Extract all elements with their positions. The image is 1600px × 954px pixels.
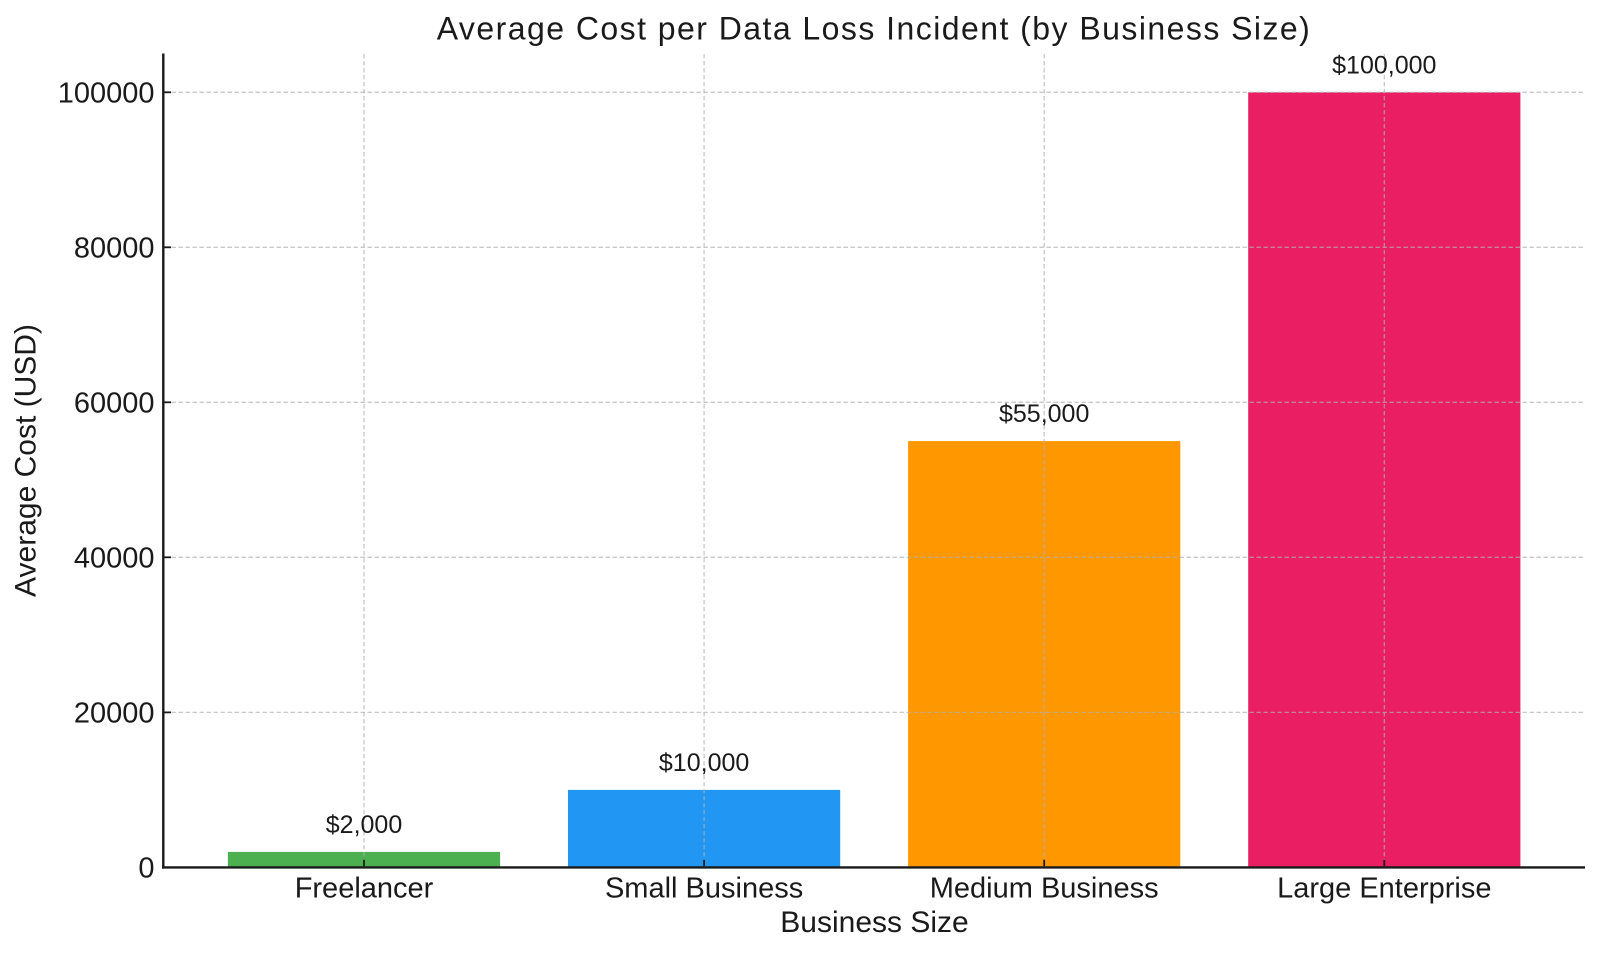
- svg-text:100000: 100000: [58, 78, 155, 110]
- svg-text:80000: 80000: [74, 233, 155, 265]
- svg-text:Small Business: Small Business: [605, 873, 803, 905]
- svg-text:0: 0: [138, 853, 154, 885]
- svg-text:60000: 60000: [74, 388, 155, 420]
- svg-text:$100,000: $100,000: [1332, 51, 1436, 79]
- svg-text:40000: 40000: [74, 543, 155, 575]
- svg-text:Average Cost (USD): Average Cost (USD): [10, 324, 43, 597]
- svg-text:20000: 20000: [74, 698, 155, 730]
- svg-text:Business Size: Business Size: [780, 906, 968, 939]
- svg-text:$2,000: $2,000: [326, 811, 402, 839]
- svg-text:$55,000: $55,000: [999, 400, 1089, 428]
- svg-text:Large Enterprise: Large Enterprise: [1277, 873, 1491, 905]
- svg-text:Freelancer: Freelancer: [295, 873, 434, 905]
- svg-text:$10,000: $10,000: [659, 749, 749, 777]
- svg-text:Medium Business: Medium Business: [930, 873, 1159, 905]
- svg-text:Average Cost per Data Loss Inc: Average Cost per Data Loss Incident (by …: [437, 11, 1312, 47]
